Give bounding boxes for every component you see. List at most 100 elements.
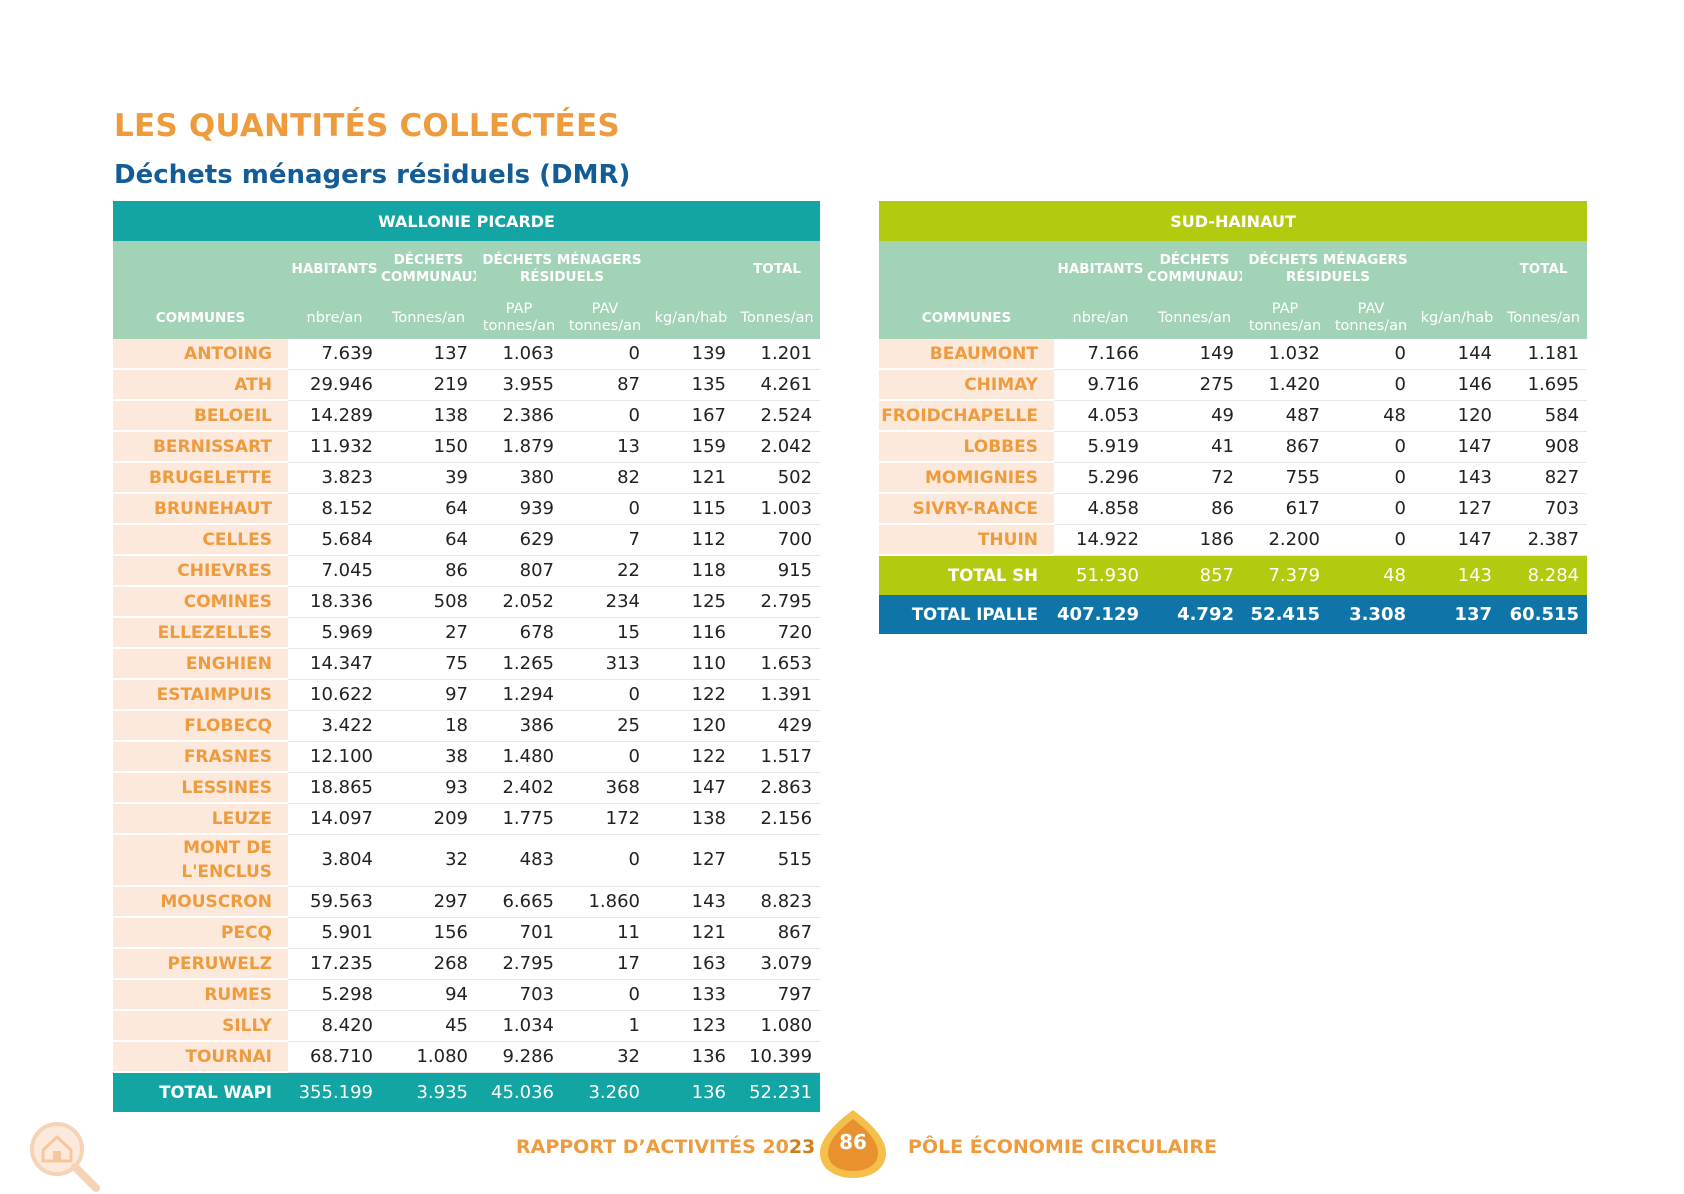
cell-value: 1.032	[1242, 339, 1328, 370]
cell-value: 122	[648, 679, 734, 711]
commune-name: FLOBECQ	[113, 710, 288, 742]
cell-value: 915	[734, 555, 821, 587]
cell-value: 115	[648, 493, 734, 525]
table-row: ENGHIEN 14.347 75 1.265 313 110 1.653	[113, 648, 821, 680]
cell-value: 2.386	[476, 400, 562, 432]
cell-value: 6.665	[476, 886, 562, 918]
cell-value: 86	[1147, 493, 1242, 525]
cell-value: 144	[1414, 339, 1500, 370]
cell-value: 159	[648, 431, 734, 463]
header-dechets-communaux: DÉCHETS COMMUNAUX	[381, 241, 476, 297]
header-total: TOTAL	[734, 241, 821, 297]
cell-value: 857	[1147, 555, 1242, 595]
table-wallonie-picarde: WALLONIE PICARDE HABITANTS DÉCHETS COMMUN…	[113, 201, 821, 1112]
commune-name: ENGHIEN	[113, 648, 288, 680]
cell-value: 172	[562, 803, 648, 835]
table-row: FLOBECQ 3.422 18 386 25 120 429	[113, 710, 821, 742]
cell-value: 7.639	[288, 339, 381, 370]
cell-value: 0	[562, 834, 648, 887]
cell-value: 48	[1328, 400, 1414, 432]
commune-name: CHIEVRES	[113, 555, 288, 587]
cell-value: 2.387	[1500, 524, 1588, 556]
cell-value: 2.795	[476, 948, 562, 980]
cell-value: 275	[1147, 369, 1242, 401]
cell-value: 5.901	[288, 917, 381, 949]
cell-value: 39	[381, 462, 476, 494]
cell-value: 703	[476, 979, 562, 1011]
table-row: CHIMAY 9.716 275 1.420 0 146 1.695	[879, 369, 1588, 401]
cell-value: 908	[1500, 431, 1588, 463]
cell-value: 147	[1414, 431, 1500, 463]
cell-value: 5.296	[1054, 462, 1147, 494]
unit-pav: PAV tonnes/an	[1328, 297, 1414, 339]
cell-value: 0	[562, 741, 648, 773]
cell-value: 807	[476, 555, 562, 587]
region-header: SUD-HAINAUT	[879, 201, 1588, 241]
cell-value: 139	[648, 339, 734, 370]
table-row: BRUNEHAUT 8.152 64 939 0 115 1.003	[113, 493, 821, 525]
cell-value: 5.969	[288, 617, 381, 649]
commune-name: BERNISSART	[113, 431, 288, 463]
cell-value: 4.261	[734, 369, 821, 401]
cell-value: 0	[1328, 339, 1414, 370]
cell-value: 1.080	[381, 1041, 476, 1073]
commune-name: ELLEZELLES	[113, 617, 288, 649]
cell-value: 82	[562, 462, 648, 494]
cell-value: 110	[648, 648, 734, 680]
commune-name: BEAUMONT	[879, 339, 1054, 370]
cell-value: 508	[381, 586, 476, 618]
table-row: SILLY 8.420 45 1.034 1 123 1.080	[113, 1010, 821, 1042]
cell-value: 143	[1414, 555, 1500, 595]
header-communes: COMMUNES	[113, 297, 288, 339]
cell-value: 167	[648, 400, 734, 432]
cell-value: 22	[562, 555, 648, 587]
table-row: ELLEZELLES 5.969 27 678 15 116 720	[113, 617, 821, 649]
cell-value: 112	[648, 524, 734, 556]
cell-value: 1.653	[734, 648, 821, 680]
cell-value: 118	[648, 555, 734, 587]
table-row: MONT DE L'ENCLUS 3.804 32 483 0 127 515	[113, 834, 821, 887]
commune-name: RUMES	[113, 979, 288, 1011]
cell-value: 219	[381, 369, 476, 401]
header-habitants: HABITANTS	[288, 241, 381, 297]
cell-value: 3.804	[288, 834, 381, 887]
cell-value: 10.399	[734, 1041, 821, 1073]
commune-name: MOUSCRON	[113, 886, 288, 918]
commune-name: ATH	[113, 369, 288, 401]
cell-value: 97	[381, 679, 476, 711]
cell-value: 14.097	[288, 803, 381, 835]
cell-value: 186	[1147, 524, 1242, 556]
cell-value: 93	[381, 772, 476, 804]
cell-value: 386	[476, 710, 562, 742]
cell-value: 45	[381, 1010, 476, 1042]
cell-value: 0	[1328, 493, 1414, 525]
cell-value: 867	[734, 917, 821, 949]
cell-value: 138	[381, 400, 476, 432]
cell-value: 584	[1500, 400, 1588, 432]
cell-value: 1.181	[1500, 339, 1588, 370]
cell-value: 38	[381, 741, 476, 773]
cell-value: 1.775	[476, 803, 562, 835]
unit-pap: PAP tonnes/an	[476, 297, 562, 339]
unit-habitants: nbre/an	[288, 297, 381, 339]
region-header: WALLONIE PICARDE	[113, 201, 821, 241]
table-row: ESTAIMPUIS 10.622 97 1.294 0 122 1.391	[113, 679, 821, 711]
cell-value: 32	[381, 834, 476, 887]
cell-value: 0	[1328, 462, 1414, 494]
commune-name: CELLES	[113, 524, 288, 556]
cell-value: 11	[562, 917, 648, 949]
cell-value: 14.347	[288, 648, 381, 680]
table-row: COMINES 18.336 508 2.052 234 125 2.795	[113, 586, 821, 618]
cell-value: 127	[1414, 493, 1500, 525]
cell-value: 1.265	[476, 648, 562, 680]
cell-value: 4.792	[1147, 595, 1242, 634]
cell-value: 3.422	[288, 710, 381, 742]
cell-value: 9.716	[1054, 369, 1147, 401]
cell-value: 17.235	[288, 948, 381, 980]
cell-value: 149	[1147, 339, 1242, 370]
cell-value: 355.199	[288, 1072, 381, 1112]
table-row: THUIN 14.922 186 2.200 0 147 2.387	[879, 524, 1588, 556]
cell-value: 3.823	[288, 462, 381, 494]
table-row: LEUZE 14.097 209 1.775 172 138 2.156	[113, 803, 821, 835]
table-row: SIVRY-RANCE 4.858 86 617 0 127 703	[879, 493, 1588, 525]
